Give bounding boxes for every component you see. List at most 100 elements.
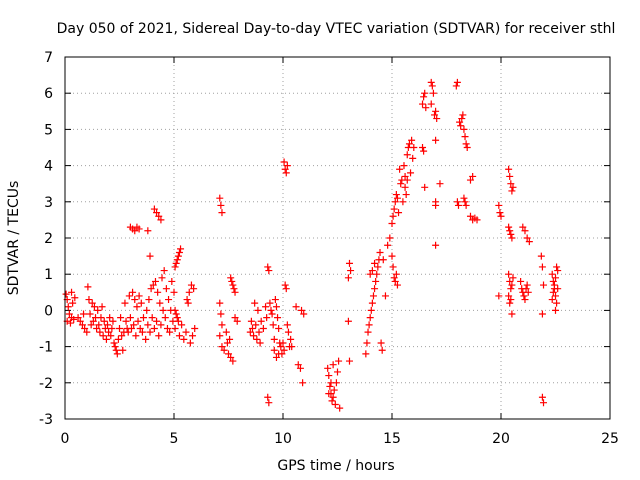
data-point	[466, 176, 474, 184]
data-point	[160, 267, 168, 275]
data-point	[183, 296, 191, 304]
data-point	[335, 357, 343, 365]
data-point	[432, 201, 440, 209]
data-point	[264, 393, 272, 401]
data-point	[281, 165, 289, 173]
data-point	[392, 270, 400, 278]
data-point	[111, 343, 119, 351]
data-point	[436, 180, 444, 188]
data-point	[402, 191, 410, 199]
data-point	[505, 165, 513, 173]
data-point	[170, 288, 178, 296]
data-point	[403, 151, 411, 159]
data-point	[344, 274, 352, 282]
data-point	[107, 332, 115, 340]
data-point	[554, 285, 562, 293]
y-tick-label: 0	[44, 303, 53, 319]
data-point	[393, 281, 401, 289]
data-point	[96, 328, 104, 336]
data-point	[497, 212, 505, 220]
x-tick-label: 20	[492, 431, 510, 447]
data-point	[134, 317, 142, 325]
data-point	[259, 325, 267, 332]
data-point	[401, 172, 409, 180]
data-point	[461, 198, 469, 206]
data-point	[121, 299, 129, 307]
data-point	[69, 299, 77, 307]
data-point	[495, 292, 503, 300]
data-point	[116, 325, 123, 332]
data-point	[269, 321, 277, 329]
data-point	[68, 288, 76, 296]
data-point	[523, 234, 531, 242]
data-point	[327, 379, 335, 387]
data-point	[331, 401, 339, 409]
y-tick-label: 3	[44, 195, 53, 211]
data-point	[452, 82, 460, 90]
data-point	[363, 339, 371, 347]
data-point	[87, 321, 95, 329]
data-point	[298, 306, 306, 314]
data-point	[419, 100, 427, 108]
data-point	[505, 292, 513, 300]
data-point	[270, 346, 278, 354]
data-point	[537, 252, 545, 260]
data-point	[218, 343, 226, 351]
data-point	[99, 332, 107, 340]
data-point	[131, 296, 139, 304]
data-point	[362, 350, 370, 358]
data-point	[189, 332, 197, 340]
data-point	[71, 294, 79, 302]
data-point	[112, 346, 120, 354]
data-point	[250, 332, 258, 340]
data-point	[522, 285, 530, 293]
data-point	[325, 372, 333, 380]
data-point	[89, 317, 97, 325]
data-point	[277, 343, 285, 351]
data-point	[517, 277, 525, 285]
data-point	[420, 147, 428, 155]
data-point	[262, 303, 270, 311]
data-point	[173, 314, 181, 322]
data-point	[388, 252, 396, 260]
y-tick-label: 7	[44, 50, 53, 66]
data-point	[325, 390, 333, 398]
data-point	[281, 281, 289, 289]
data-point	[132, 332, 140, 340]
y-tick-label: 2	[44, 231, 53, 247]
data-point	[62, 290, 70, 298]
data-point	[106, 314, 114, 322]
data-point	[185, 288, 193, 296]
data-point	[432, 107, 440, 115]
data-point	[144, 321, 152, 329]
data-point	[432, 136, 440, 144]
data-point	[166, 328, 174, 336]
data-point	[427, 78, 435, 86]
data-point	[124, 328, 132, 336]
data-point	[172, 259, 180, 267]
data-point	[422, 104, 430, 112]
data-point	[230, 285, 238, 293]
data-point	[400, 162, 408, 170]
data-point	[366, 314, 374, 322]
x-tick-label: 0	[61, 431, 70, 447]
data-point	[100, 317, 108, 325]
data-point	[457, 122, 465, 130]
data-point	[135, 292, 143, 300]
data-point	[506, 227, 514, 235]
data-point	[184, 299, 192, 307]
data-point	[345, 259, 353, 267]
data-point	[105, 328, 113, 336]
data-point	[267, 306, 275, 314]
data-point	[191, 325, 199, 332]
y-tick-label: 5	[44, 122, 53, 138]
data-point	[462, 201, 470, 209]
data-point	[538, 393, 546, 401]
data-point	[126, 314, 134, 322]
data-point	[299, 379, 307, 387]
data-point	[81, 325, 89, 332]
chart-title: Day 050 of 2021, Sidereal Day-to-day VTE…	[57, 21, 616, 37]
data-point	[165, 296, 173, 304]
data-point	[454, 201, 462, 209]
data-point	[80, 310, 88, 318]
